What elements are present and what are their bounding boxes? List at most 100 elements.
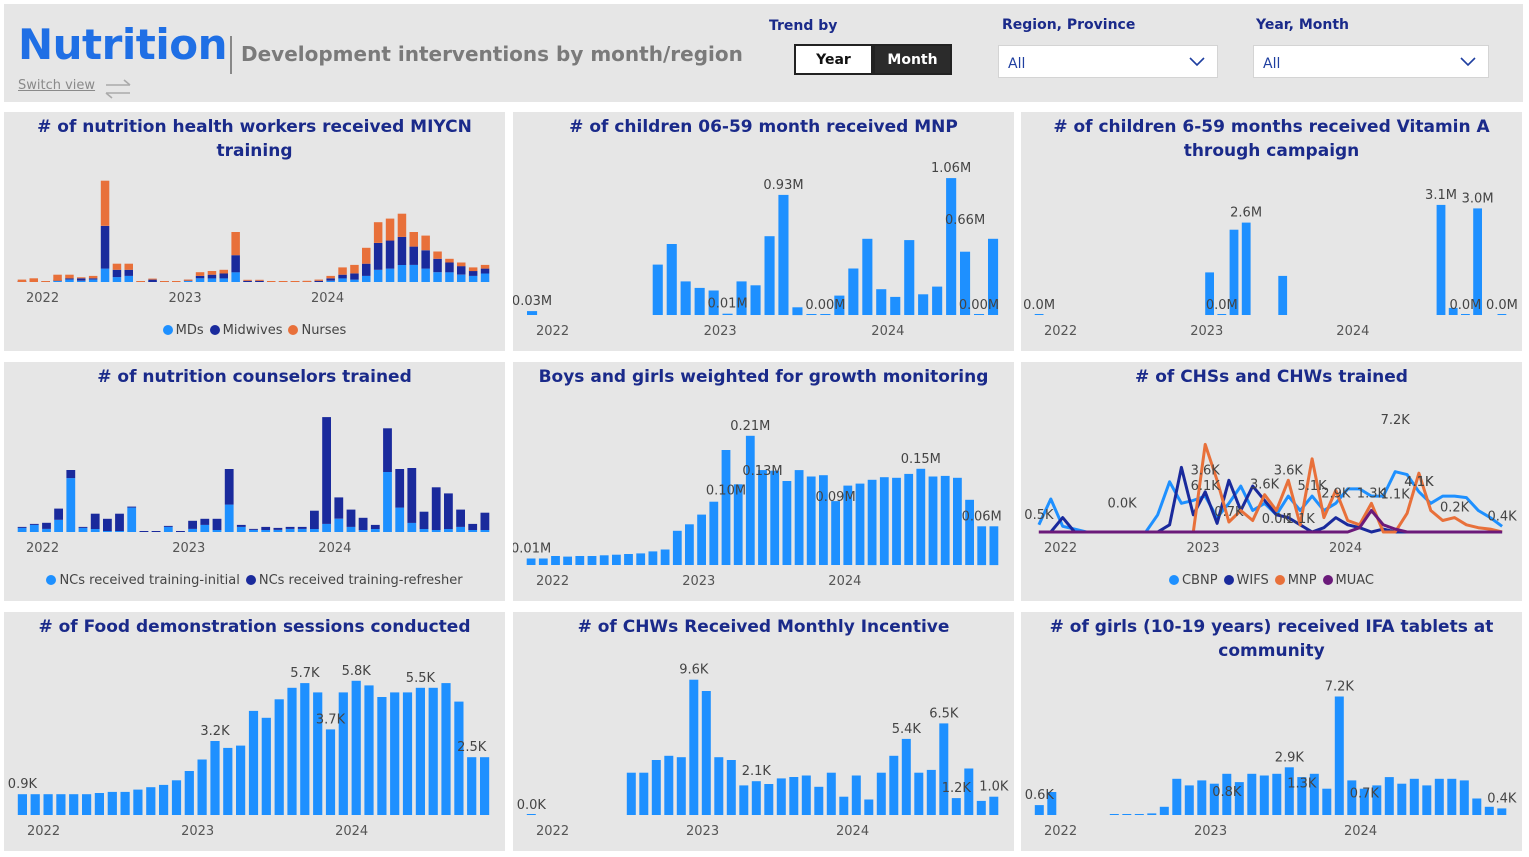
legend-label: MNP (1287, 573, 1317, 588)
bar-mark (1422, 785, 1432, 815)
date-dropdown[interactable]: All (1253, 45, 1489, 78)
bar-mark (831, 501, 840, 565)
chart-panel-ifa: # of girls (10-19 years) received IFA ta… (1021, 612, 1522, 851)
x-tick-label: 2024 (1336, 324, 1369, 339)
bar-mark (409, 264, 418, 282)
chart-title: # of children 6-59 months received Vitam… (1053, 117, 1490, 161)
bar-mark (183, 279, 193, 281)
bar-mark (1284, 767, 1294, 815)
trend-year-button[interactable]: Year (794, 44, 873, 75)
bar-mark (133, 789, 143, 815)
bar-mark (383, 472, 392, 532)
chart-plot-area: 2022 2023 2024 (17, 180, 490, 306)
legend-dot-icon (209, 325, 220, 335)
data-label: 0.7K (1214, 505, 1244, 520)
bar-mark (53, 280, 62, 282)
legend-item[interactable]: CBNP (1168, 573, 1218, 588)
data-label: 0.01M (708, 297, 748, 312)
bar-mark (456, 526, 465, 532)
data-label: 1.06M (931, 161, 971, 176)
bar-mark (1384, 777, 1394, 815)
legend-item[interactable]: MUAC (1322, 573, 1374, 588)
bar-mark (989, 796, 999, 815)
bar-mark (66, 478, 76, 532)
legend-item[interactable]: WIFS (1223, 573, 1269, 588)
bar-mark (457, 262, 466, 267)
bar-mark (322, 523, 331, 532)
bar-mark (697, 514, 706, 565)
bar-mark (1109, 814, 1119, 815)
legend-item[interactable]: MDs (162, 323, 204, 338)
data-label: 3.6K (1274, 463, 1304, 478)
bar-mark (1484, 806, 1494, 815)
x-tick-label: 2024 (871, 324, 904, 339)
bar-mark (29, 523, 39, 525)
bar-mark (231, 232, 240, 256)
bar-mark (722, 313, 733, 315)
bar-mark (445, 272, 454, 282)
bar-mark (626, 772, 636, 815)
swap-arrows-icon[interactable] (102, 78, 134, 100)
legend-item[interactable]: MNP (1274, 573, 1317, 588)
bar-mark (350, 264, 359, 274)
bar-mark (358, 530, 368, 532)
bar-mark (563, 556, 572, 565)
bar-mark (839, 796, 849, 815)
bar-mark (776, 778, 786, 815)
data-label: 1.1K (1381, 488, 1411, 503)
x-tick-label: 2022 (26, 291, 59, 306)
bar-mark (184, 771, 194, 815)
legend-item[interactable]: NCs received training-refresher (245, 573, 463, 588)
bar-mark (207, 274, 217, 279)
chart-plot-area: 2022 2023 2024 (17, 417, 490, 556)
switch-view-link[interactable]: Switch view (18, 78, 96, 93)
bar-mark (851, 775, 861, 815)
bar-mark (457, 266, 466, 275)
bar-mark (78, 526, 88, 528)
bar-mark (1447, 778, 1457, 815)
data-label: 0.21M (730, 419, 770, 434)
trend-month-button[interactable]: Month (873, 44, 952, 75)
data-label: 0.0K (517, 798, 547, 813)
chart-title: # of children 06-59 month received MNP (569, 117, 958, 137)
bar-mark (338, 278, 347, 282)
bar-mark (90, 513, 100, 529)
bar-mark (467, 757, 477, 815)
bar-mark (750, 285, 761, 315)
chevron-down-icon (1460, 57, 1476, 67)
bar-mark (421, 268, 430, 282)
bar-mark (65, 274, 74, 279)
bar-mark (1359, 788, 1369, 815)
bar-mark (928, 476, 938, 565)
bar-mark (17, 794, 27, 815)
x-tick-label: 2023 (704, 324, 737, 339)
data-label: 7.2K (1325, 680, 1355, 695)
bar-mark (415, 687, 425, 815)
bar-mark (454, 701, 464, 815)
region-dropdown-value: All (1008, 56, 1026, 72)
series-line (1038, 509, 1503, 534)
bar-mark (385, 218, 395, 241)
bar-mark (1217, 314, 1227, 315)
legend-item[interactable]: Midwives (209, 323, 282, 338)
bar-mark (480, 530, 490, 532)
legend-item[interactable]: NCs received training-initial (46, 573, 240, 588)
bar-mark (526, 558, 536, 565)
bar-mark (195, 275, 205, 279)
bar-mark (231, 272, 240, 282)
bar-mark (314, 279, 323, 281)
chart-title: # of girls (10-19 years) received IFA ta… (1049, 617, 1494, 661)
data-label: 3.1M (1425, 188, 1457, 203)
bar-mark (358, 517, 368, 530)
bar-mark (826, 772, 836, 815)
page-subtitle: Development interventions by month/regio… (241, 42, 743, 66)
bar-mark (395, 507, 405, 532)
bar-mark (468, 271, 478, 276)
bar-mark (1448, 307, 1458, 315)
region-dropdown[interactable]: All (998, 45, 1218, 78)
bar-mark (278, 281, 288, 282)
bar-mark (148, 278, 157, 280)
bar-mark (350, 279, 359, 282)
bar-mark (103, 518, 112, 531)
legend-item[interactable]: Nurses (288, 323, 346, 338)
